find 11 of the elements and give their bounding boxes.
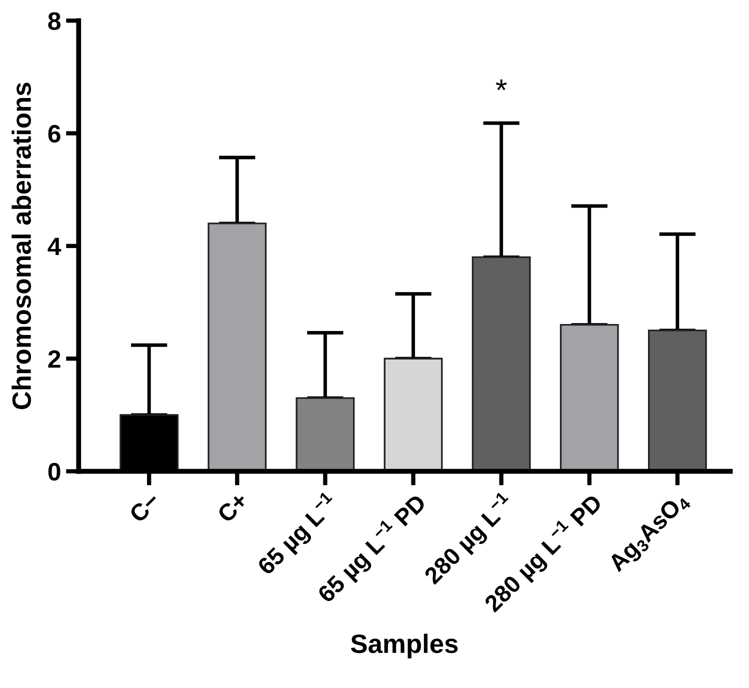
x-tick-label: C− — [128, 491, 161, 524]
x-tick-label: C+ — [216, 491, 249, 524]
annotation: * — [496, 79, 507, 90]
y-axis-title: Chromosomal aberrations — [12, 82, 32, 410]
y-tick-label: 4 — [48, 238, 62, 256]
x-axis-title: Samples — [350, 634, 458, 658]
y-tick-label: 2 — [48, 350, 60, 368]
y-tick-label: 8 — [48, 12, 61, 30]
y-tick-label: 0 — [48, 462, 60, 481]
x-tick-label: Ag$_{3}$AsO$_{4}$ — [607, 490, 692, 576]
y-tick-label: 6 — [48, 124, 60, 143]
